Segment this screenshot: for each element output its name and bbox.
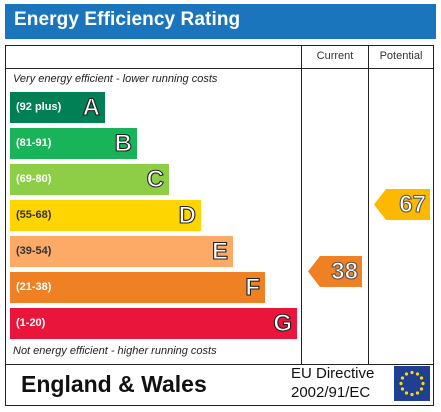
eu-star bbox=[399, 381, 403, 386]
eu-stars bbox=[399, 370, 425, 397]
band-d-letter: D bbox=[178, 201, 196, 229]
band-g: (1-20) G bbox=[10, 308, 297, 339]
band-f: (21-38) F bbox=[10, 272, 265, 303]
band-c-range: (69-80) bbox=[16, 173, 52, 185]
footer: England & Wales EU Directive 2002/91/EC bbox=[5, 363, 434, 406]
current-arrow-shape bbox=[308, 256, 362, 287]
band-b-letter: B bbox=[114, 129, 132, 157]
current-rating-value: 38 bbox=[331, 257, 359, 285]
band-f-letter: F bbox=[245, 273, 261, 301]
current-rating-arrow: 38 bbox=[308, 256, 362, 287]
eu-star bbox=[419, 376, 424, 380]
rating-chart: Current Potential Very energy efficient … bbox=[5, 45, 434, 365]
band-d: (55-68) D bbox=[10, 200, 201, 231]
column-divider-potential bbox=[368, 46, 369, 364]
potential-column-header: Potential bbox=[379, 50, 423, 62]
eu-star bbox=[419, 387, 424, 391]
band-a: (92 plus) A bbox=[10, 92, 105, 123]
country-label: England & Wales bbox=[21, 371, 207, 397]
band-c: (69-80) C bbox=[10, 164, 169, 195]
current-column-header: Current bbox=[316, 50, 354, 62]
band-c-letter: C bbox=[146, 165, 164, 193]
title-bar: Energy Efficiency Rating bbox=[5, 4, 436, 39]
directive-line-2: 2002/91/EC bbox=[291, 384, 371, 401]
directive-line-1: EU Directive bbox=[291, 365, 375, 382]
column-divider-current bbox=[301, 46, 302, 364]
band-g-range: (1-20) bbox=[16, 317, 46, 329]
eu-flag-icon bbox=[394, 366, 430, 401]
eu-star bbox=[415, 372, 420, 376]
eu-star bbox=[410, 370, 414, 375]
eu-star bbox=[400, 387, 405, 391]
band-g-letter: G bbox=[273, 309, 293, 337]
potential-rating-value: 67 bbox=[399, 190, 427, 218]
band-b: (81-91) B bbox=[10, 128, 137, 159]
top-note: Very energy efficient - lower running co… bbox=[13, 73, 218, 85]
band-e-range: (39-54) bbox=[16, 245, 52, 257]
band-a-range: (92 plus) bbox=[16, 101, 62, 113]
band-b-range: (81-91) bbox=[16, 137, 52, 149]
eu-star bbox=[410, 392, 414, 397]
bottom-note: Not energy efficient - higher running co… bbox=[13, 345, 217, 357]
eu-star bbox=[415, 391, 420, 395]
page-title: Energy Efficiency Rating bbox=[14, 9, 241, 30]
potential-rating-arrow: 67 bbox=[374, 189, 430, 220]
header-divider bbox=[6, 68, 433, 69]
band-e-letter: E bbox=[211, 237, 228, 265]
band-a-letter: A bbox=[82, 93, 100, 121]
eu-star bbox=[400, 376, 405, 380]
band-f-range: (21-38) bbox=[16, 281, 52, 293]
eu-star bbox=[421, 381, 425, 386]
band-e: (39-54) E bbox=[10, 236, 233, 267]
potential-arrow-shape bbox=[374, 189, 430, 220]
eu-star bbox=[404, 372, 409, 376]
band-d-range: (55-68) bbox=[16, 209, 52, 221]
eu-star bbox=[404, 391, 409, 395]
